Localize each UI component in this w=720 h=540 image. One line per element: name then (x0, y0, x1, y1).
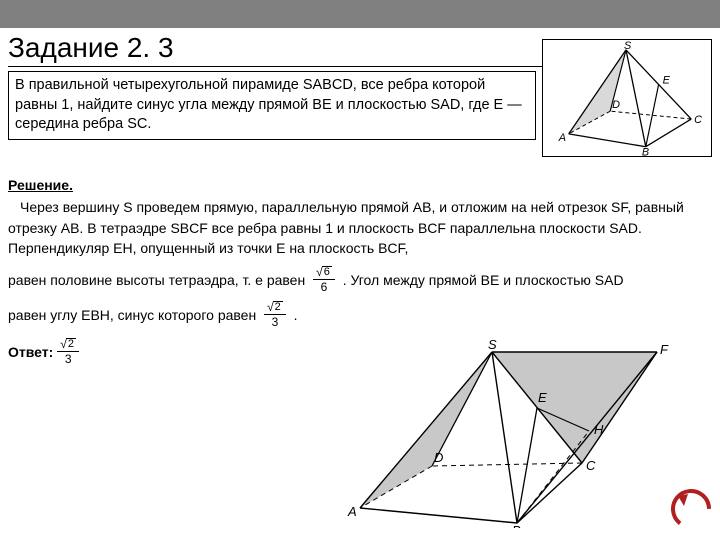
solution-p2: равен половине высоты тетраэдра, т. е ра… (8, 266, 712, 293)
big-figure: S A B C D E F H (342, 338, 672, 528)
svg-text:E: E (538, 390, 547, 405)
back-icon[interactable] (670, 488, 712, 530)
text-fragment: равен углу EBH, синус которого равен (8, 305, 260, 325)
svg-text:C: C (586, 458, 596, 473)
svg-text:D: D (434, 450, 443, 465)
svg-text:B: B (512, 523, 521, 528)
small-figure: S A B C D E (542, 39, 712, 157)
svg-text:C: C (694, 114, 702, 126)
fraction-height: 6 6 (313, 266, 335, 293)
fraction-answer: 2 3 (57, 338, 79, 365)
svg-text:A: A (347, 504, 357, 519)
solution: Решение. Через вершину S проведем прямую… (8, 175, 712, 365)
top-bar (0, 0, 720, 28)
svg-text:F: F (660, 342, 669, 357)
text-fragment: . (290, 305, 298, 325)
text-fragment: . Угол между прямой BE и плоскостью SAD (339, 270, 624, 290)
fraction-sin: 2 3 (264, 301, 286, 328)
problem-row: В правильной четырехугольной пирамиде SA… (8, 71, 712, 157)
svg-text:B: B (642, 147, 649, 157)
svg-text:S: S (488, 338, 497, 352)
svg-text:H: H (594, 422, 604, 437)
svg-text:D: D (612, 99, 620, 111)
problem-text: В правильной четырехугольной пирамиде SA… (8, 71, 536, 140)
svg-text:E: E (663, 74, 671, 86)
answer-label: Ответ: (8, 342, 53, 362)
solution-p1: Через вершину S проведем прямую, паралле… (8, 197, 712, 258)
solution-p3: равен углу EBH, синус которого равен 2 3… (8, 301, 712, 328)
svg-text:S: S (624, 40, 632, 52)
solution-label: Решение. (8, 175, 712, 195)
text-fragment: равен половине высоты тетраэдра, т. е ра… (8, 270, 309, 290)
content: Задание 2. 3 В правильной четырехугольно… (0, 28, 720, 365)
svg-text:A: A (558, 132, 566, 144)
